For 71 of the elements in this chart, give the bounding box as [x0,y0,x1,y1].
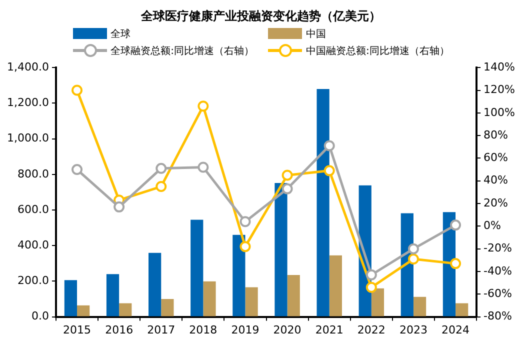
y-tick-label: 1,000.0 [6,132,49,145]
x-tick-label: 2022 [357,323,386,336]
bar [371,288,384,316]
x-tick-label: 2017 [147,323,176,336]
bar [329,255,342,316]
bar [64,280,78,316]
y-tick-label: 1,400.0 [6,60,49,74]
legend-label: 全球融资总额:同比增速（右轴） [110,44,254,58]
point [198,162,209,173]
legend-label: 中国 [306,28,326,40]
point [114,201,125,212]
y2-tick-label: -60% [484,287,512,300]
point [240,216,251,228]
point [156,181,167,192]
point [72,164,83,176]
y2-tick-label: -20% [484,242,512,255]
point [450,220,462,231]
bar [316,88,330,316]
y-tick-label: 1,200.0 [6,96,49,110]
y-tick-label: 0.0 [31,310,49,323]
point [324,140,335,152]
bar [203,281,216,316]
bar [77,305,90,316]
bar [190,220,204,316]
bar [119,303,132,316]
x-tick-label: 2015 [63,323,92,336]
y2-tick-label: 100% [484,106,516,119]
x-tick-label: 2023 [399,323,428,336]
bar [148,252,162,316]
x-tick-label: 2018 [189,323,218,336]
y2-tick-label: 60% [484,151,508,164]
point [282,170,293,181]
x-tick-label: 2016 [105,323,134,336]
y-tick-label: 600.0 [17,202,49,216]
bar [456,303,468,316]
y2-tick-label: -80% [484,310,512,323]
x-tick-label: 2020 [273,323,302,336]
bar [161,299,174,316]
bar [245,287,258,316]
y2-tick-label: 140% [484,60,516,74]
y2-tick-label: 80% [484,128,508,142]
x-tick-label: 2024 [442,323,470,336]
y2-tick-label: 0% [484,219,502,232]
bar [413,296,426,316]
point [366,282,377,293]
point [450,258,462,270]
y2-tick-label: 20% [484,196,508,210]
y2-tick-label: -40% [484,264,512,278]
point [282,183,293,194]
y-tick-label: 800.0 [17,167,49,180]
chart-title: 全球医疗健康产业投融资变化趋势（亿美元） [140,8,382,25]
y-tick-label: 400.0 [17,238,49,252]
y2-tick-label: 120% [484,83,516,96]
point [156,162,167,174]
y2-tick-label: 40% [484,174,508,187]
point [240,241,251,252]
bar [232,234,246,316]
legend-label: 全球 [110,28,131,40]
bar [274,182,288,316]
point [324,165,335,176]
x-tick-label: 2021 [315,323,344,336]
x-tick-label: 2019 [231,323,260,336]
point [366,269,377,280]
point [408,254,419,265]
point [198,100,209,112]
point [72,84,83,96]
y-tick-label: 200.0 [17,274,49,288]
bar [106,274,120,316]
legend-label: 中国融资总额:同比增速（右轴） [306,44,450,58]
point [408,243,419,254]
bar [287,274,300,316]
